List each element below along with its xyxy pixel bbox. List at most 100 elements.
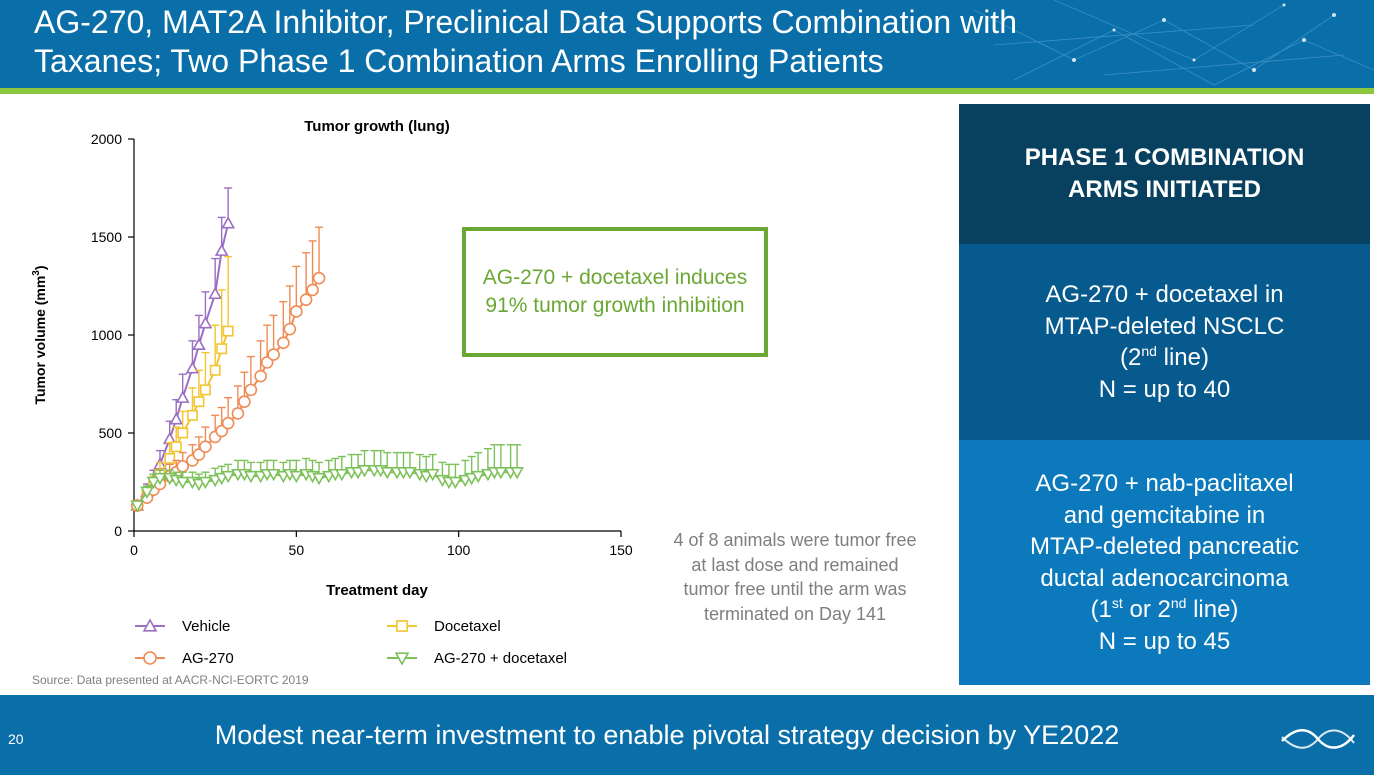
data-point: [254, 369, 267, 383]
data-point: [312, 472, 326, 486]
phase1-heading-panel: PHASE 1 COMBINATION ARMS INITIATED: [959, 104, 1370, 244]
arm2-line-1: AG-270 + nab-paclitaxel: [1035, 470, 1294, 497]
data-point: [175, 476, 190, 490]
x-tick-label: 50: [289, 542, 305, 558]
data-point: [198, 316, 213, 329]
data-point: [221, 470, 236, 484]
data-point: [175, 390, 190, 403]
data-point: [231, 407, 245, 420]
data-point: [312, 271, 326, 285]
data-point: [192, 337, 206, 350]
y-tick-label: 1000: [91, 327, 122, 343]
data-point: [221, 216, 236, 229]
arm2-line-6: N = up to 45: [1098, 627, 1231, 655]
footer-bar: 20 Modest near-term investment to enable…: [0, 695, 1374, 775]
y-axis-label-end: ): [32, 265, 48, 270]
data-point: [209, 364, 221, 376]
data-point: [198, 476, 213, 490]
data-point: [170, 441, 182, 453]
chart-marks: [130, 187, 524, 513]
data-point: [283, 322, 297, 336]
arm1-line-3-sup: nd: [1141, 343, 1157, 359]
arm2-line-5-mid: or 2: [1122, 596, 1171, 623]
arm1-line-3-post: line): [1156, 344, 1209, 371]
legend-item: Docetaxel: [387, 618, 501, 635]
note-line-4: terminated on Day 141: [703, 603, 887, 624]
tgi-callout-text: AG-270 + docetaxel induces 91% tumor gro…: [482, 266, 748, 317]
legend-item: Vehicle: [135, 618, 230, 635]
y-axis-label-sup: 3: [31, 270, 42, 276]
legend-marker: [396, 620, 408, 632]
chart-title: Tumor growth (lung): [304, 118, 450, 135]
x-axis-label: Treatment day: [326, 582, 428, 599]
source-citation: Source: Data presented at AACR-NCI-EORTC…: [32, 673, 309, 687]
arm1-line-3-pre: (2: [1120, 344, 1142, 371]
x-tick-label: 0: [130, 542, 138, 558]
arm2-line-5-sup2: nd: [1170, 595, 1187, 611]
data-point: [216, 343, 228, 355]
arm1-line-1: AG-270 + docetaxel in: [1045, 281, 1284, 308]
legend-item: AG-270: [135, 650, 234, 667]
data-point: [222, 325, 234, 337]
arm2-line-5-sup: st: [1111, 595, 1123, 611]
note-line-3: tumor free until the arm was: [683, 579, 907, 599]
legend-marker: [142, 618, 158, 632]
legend-marker: [143, 651, 157, 665]
y-tick-label: 2000: [91, 131, 122, 147]
data-point: [425, 468, 440, 482]
page-number: 20: [8, 731, 24, 747]
data-point: [448, 476, 463, 490]
arm1-line-4: N = up to 40: [1098, 375, 1231, 403]
data-point: [185, 361, 200, 374]
legend-item: AG-270 + docetaxel: [387, 650, 567, 667]
legend-label: AG-270: [182, 650, 234, 667]
phase1-heading: PHASE 1 COMBINATION ARMS INITIATED: [1024, 144, 1305, 203]
tumor-growth-chart: Tumor growth (lung) 0 500 1000 1500 2000 0 50 1…: [31, 118, 633, 667]
x-tick-label: 150: [609, 542, 633, 558]
data-point: [177, 427, 189, 439]
series-ag-270-docetaxel: [130, 444, 524, 513]
arm1-panel: AG-270 + docetaxel in MTAP-deleted NSCLC…: [959, 244, 1370, 440]
legend-label: AG-270 + docetaxel: [434, 650, 567, 667]
data-point: [146, 476, 161, 490]
data-point: [289, 470, 304, 484]
tgi-callout-box: AG-270 + docetaxel induces 91% tumor gro…: [462, 227, 768, 357]
data-point: [244, 470, 258, 484]
chart-axes: 0 500 1000 1500 2000 0 50 100 150: [91, 131, 633, 558]
data-point: [357, 465, 372, 478]
note-line-2: at last dose and remained: [691, 554, 899, 575]
page-title: AG-270, MAT2A Inhibitor, Preclinical Dat…: [34, 3, 1017, 81]
header-bar: AG-270, MAT2A Inhibitor, Preclinical Dat…: [0, 0, 1374, 88]
arm2-line-2: and gemcitabine in: [1063, 501, 1266, 529]
data-point: [164, 453, 176, 464]
y-tick-label: 1500: [91, 229, 122, 245]
chart-legend: Vehicle Docetaxel AG-270 AG-270 + docetaxel: [135, 618, 567, 667]
x-tick-label: 100: [447, 542, 471, 558]
legend-marker: [394, 652, 410, 666]
data-point: [306, 283, 319, 297]
data-point: [130, 500, 145, 513]
data-point: [334, 468, 349, 482]
data-point: [403, 466, 417, 480]
data-point: [244, 383, 258, 397]
arm2-panel: AG-270 + nab-paclitaxel and gemcitabine …: [959, 440, 1370, 685]
legend-label: Docetaxel: [434, 618, 501, 635]
y-tick-label: 0: [114, 523, 122, 539]
title-line-1: AG-270, MAT2A Inhibitor, Preclinical Dat…: [34, 4, 1017, 40]
arm2-line-3: MTAP-deleted pancreatic: [1029, 533, 1299, 560]
data-point: [140, 486, 154, 499]
arm2-line-5-pre: (1: [1090, 596, 1112, 623]
data-point: [380, 466, 395, 480]
series-ag-270: [130, 226, 326, 512]
data-point: [208, 286, 223, 300]
data-point: [290, 305, 303, 318]
wave-logo-icon: [1281, 729, 1355, 749]
data-point: [193, 396, 205, 408]
data-point: [199, 384, 211, 396]
footer-tagline: Modest near-term investment to enable pi…: [214, 720, 1120, 750]
data-point: [267, 348, 280, 361]
arm2-line-5: (1st or 2nd line): [1091, 594, 1239, 626]
data-point: [299, 293, 313, 307]
header-divider: [0, 88, 1374, 94]
data-point: [238, 395, 251, 408]
